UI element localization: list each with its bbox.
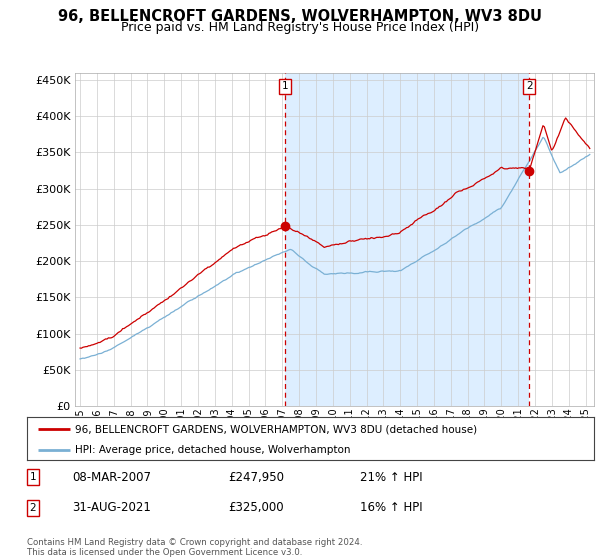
Text: 31-AUG-2021: 31-AUG-2021 bbox=[72, 501, 151, 515]
Text: 08-MAR-2007: 08-MAR-2007 bbox=[72, 470, 151, 484]
Text: 1: 1 bbox=[29, 472, 37, 482]
Text: 16% ↑ HPI: 16% ↑ HPI bbox=[360, 501, 422, 515]
Text: 96, BELLENCROFT GARDENS, WOLVERHAMPTON, WV3 8DU (detached house): 96, BELLENCROFT GARDENS, WOLVERHAMPTON, … bbox=[75, 424, 478, 434]
Text: Price paid vs. HM Land Registry's House Price Index (HPI): Price paid vs. HM Land Registry's House … bbox=[121, 21, 479, 34]
Text: £247,950: £247,950 bbox=[228, 470, 284, 484]
Text: HPI: Average price, detached house, Wolverhampton: HPI: Average price, detached house, Wolv… bbox=[75, 445, 350, 455]
Text: 1: 1 bbox=[282, 81, 289, 91]
Text: 21% ↑ HPI: 21% ↑ HPI bbox=[360, 470, 422, 484]
Text: 96, BELLENCROFT GARDENS, WOLVERHAMPTON, WV3 8DU: 96, BELLENCROFT GARDENS, WOLVERHAMPTON, … bbox=[58, 9, 542, 24]
Text: £325,000: £325,000 bbox=[228, 501, 284, 515]
Bar bbox=[285, 73, 529, 406]
Text: Contains HM Land Registry data © Crown copyright and database right 2024.
This d: Contains HM Land Registry data © Crown c… bbox=[27, 538, 362, 557]
Text: 2: 2 bbox=[29, 503, 37, 513]
Text: 2: 2 bbox=[526, 81, 533, 91]
